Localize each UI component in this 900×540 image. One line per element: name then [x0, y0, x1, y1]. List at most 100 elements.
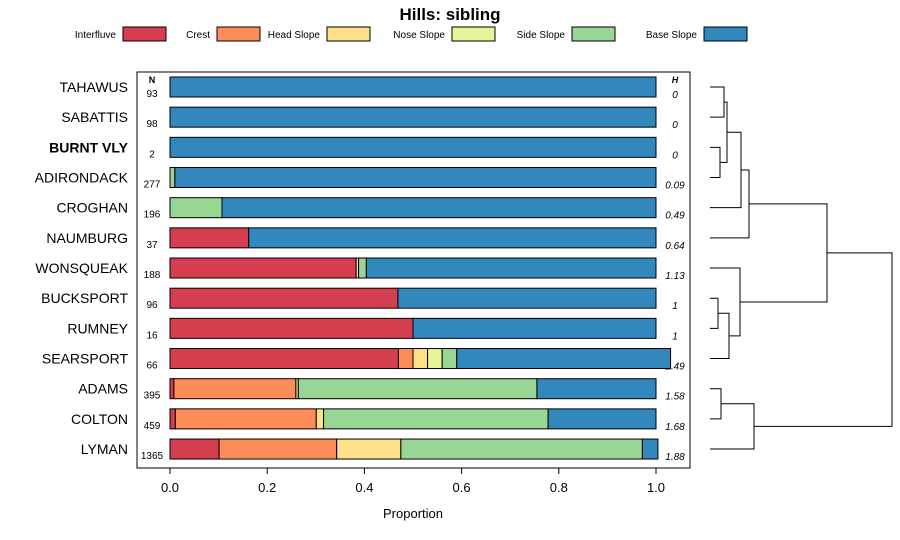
n-value: 2 [149, 149, 155, 160]
h-value: 1.58 [665, 392, 685, 403]
bar-rows: TAHAWUS 93 0 SABATTIS 98 0 BURNT VLY 2 0 ADIRONDA… [35, 76, 685, 463]
n-value: 96 [146, 300, 158, 311]
legend-label-3: Nose Slope [393, 30, 445, 41]
bar-segment-base-slope [169, 76, 657, 98]
bar-segment-crest [218, 438, 338, 460]
legend-swatch-0 [122, 26, 167, 42]
row-searsport: SEARSPORT 66 1.49 [42, 348, 685, 373]
legend-label-4: Side Slope [517, 30, 566, 41]
row-adirondack: ADIRONDACK 277 0.09 [35, 167, 685, 192]
bar-segment-head-slope [315, 408, 325, 430]
x-tick-label: 0.6 [453, 480, 471, 495]
row-bucksport: BUCKSPORT 96 1 [41, 287, 678, 312]
n-value: 459 [144, 421, 161, 432]
x-axis-title: Proportion [383, 506, 443, 521]
x-tick-label: 0.8 [550, 480, 568, 495]
x-tick-label: 1.0 [647, 480, 665, 495]
legend-label-2: Head Slope [268, 30, 321, 41]
dendrogram-link [710, 388, 722, 420]
bar-segment-base-slope [547, 408, 657, 430]
bar-segment-side-slope [323, 408, 549, 430]
n-value: 1365 [141, 451, 164, 462]
bar-segment-side-slope [169, 167, 176, 189]
bar-segment-side-slope [400, 438, 643, 460]
n-value: 37 [146, 240, 158, 251]
row-label: COLTON [71, 411, 128, 427]
legend-swatch-3 [451, 26, 496, 42]
n-value: 16 [146, 330, 158, 341]
dendrogram-link [710, 146, 721, 179]
x-tick-label: 0.4 [355, 480, 373, 495]
dendrogram [710, 86, 893, 450]
row-label: TAHAWUS [60, 79, 128, 95]
dendrogram-link [754, 252, 893, 427]
row-label: BUCKSPORT [41, 290, 128, 306]
row-sabattis: SABATTIS 98 0 [61, 106, 678, 131]
row-burnt-vly: BURNT VLY 2 0 [49, 136, 678, 161]
row-label: ADIRONDACK [35, 170, 129, 186]
row-label: CROGHAN [56, 200, 128, 216]
legend-swatch-4 [571, 26, 616, 42]
legend-label-5: Base Slope [646, 30, 698, 41]
bar-segment-base-slope [221, 197, 657, 219]
bar-segment-side-slope [297, 378, 538, 400]
bar-segment-base-slope [169, 136, 657, 158]
legend-swatch-2 [326, 26, 371, 42]
row-naumburg: NAUMBURG 37 0.64 [46, 227, 685, 252]
row-label: SEARSPORT [42, 351, 129, 367]
row-colton: COLTON 459 1.68 [71, 408, 685, 433]
bar-segment-base-slope [174, 167, 657, 189]
bar-segment-base-slope [456, 348, 672, 370]
legend-label-0: Interfluve [75, 30, 117, 41]
h-value: 0 [672, 90, 678, 101]
n-value: 98 [146, 119, 158, 130]
h-value: 0.49 [665, 211, 685, 222]
bar-segment-side-slope [169, 197, 223, 219]
bar-segment-interfluve [169, 257, 357, 279]
n-value: 196 [144, 210, 161, 221]
bar-segment-crest [173, 378, 297, 400]
h-value: 1.68 [665, 422, 685, 433]
legend-label-1: Crest [186, 30, 210, 41]
n-value: 188 [144, 270, 161, 281]
dendrogram-link [710, 267, 741, 337]
row-label: NAUMBURG [46, 230, 128, 246]
bar-segment-interfluve [169, 317, 414, 339]
bar-segment-base-slope [365, 257, 657, 279]
row-label: RUMNEY [67, 320, 128, 336]
legend-swatch-1 [216, 26, 261, 42]
bar-segment-base-slope [248, 227, 657, 249]
bar-segment-interfluve [169, 348, 399, 370]
chart-title: Hills: sibling [399, 5, 500, 24]
bar-segment-crest [174, 408, 317, 430]
bar-segment-crest [397, 348, 414, 370]
row-wonsqueak: WONSQUEAK 188 1.13 [35, 257, 685, 282]
n-value: 93 [146, 89, 158, 100]
row-label: WONSQUEAK [35, 260, 128, 276]
row-label: LYMAN [81, 441, 128, 457]
n-value: 277 [144, 180, 161, 191]
x-tick-label: 0.2 [258, 480, 276, 495]
bar-segment-base-slope [641, 438, 659, 460]
row-label: SABATTIS [61, 109, 128, 125]
h-value: 1 [672, 301, 678, 312]
row-tahawus: TAHAWUS 93 0 [60, 76, 678, 101]
row-rumney: RUMNEY 16 1 [67, 317, 678, 342]
h-column-header: H [672, 75, 679, 85]
bar-segment-head-slope [336, 438, 402, 460]
n-value: 395 [144, 391, 161, 402]
n-column-header: N [149, 75, 156, 85]
bar-segment-base-slope [536, 378, 657, 400]
dendrogram-link [710, 297, 719, 329]
bar-segment-interfluve [169, 287, 399, 309]
bar-segment-side-slope [441, 348, 458, 370]
dendrogram-link [710, 312, 730, 360]
x-tick-label: 0.0 [161, 480, 179, 495]
row-label: BURNT VLY [49, 139, 128, 155]
bar-segment-head-slope [412, 348, 429, 370]
h-value: 1.49 [665, 362, 685, 373]
bar-segment-nose-slope [427, 348, 443, 370]
row-lyman: LYMAN 1365 1.88 [81, 438, 685, 463]
